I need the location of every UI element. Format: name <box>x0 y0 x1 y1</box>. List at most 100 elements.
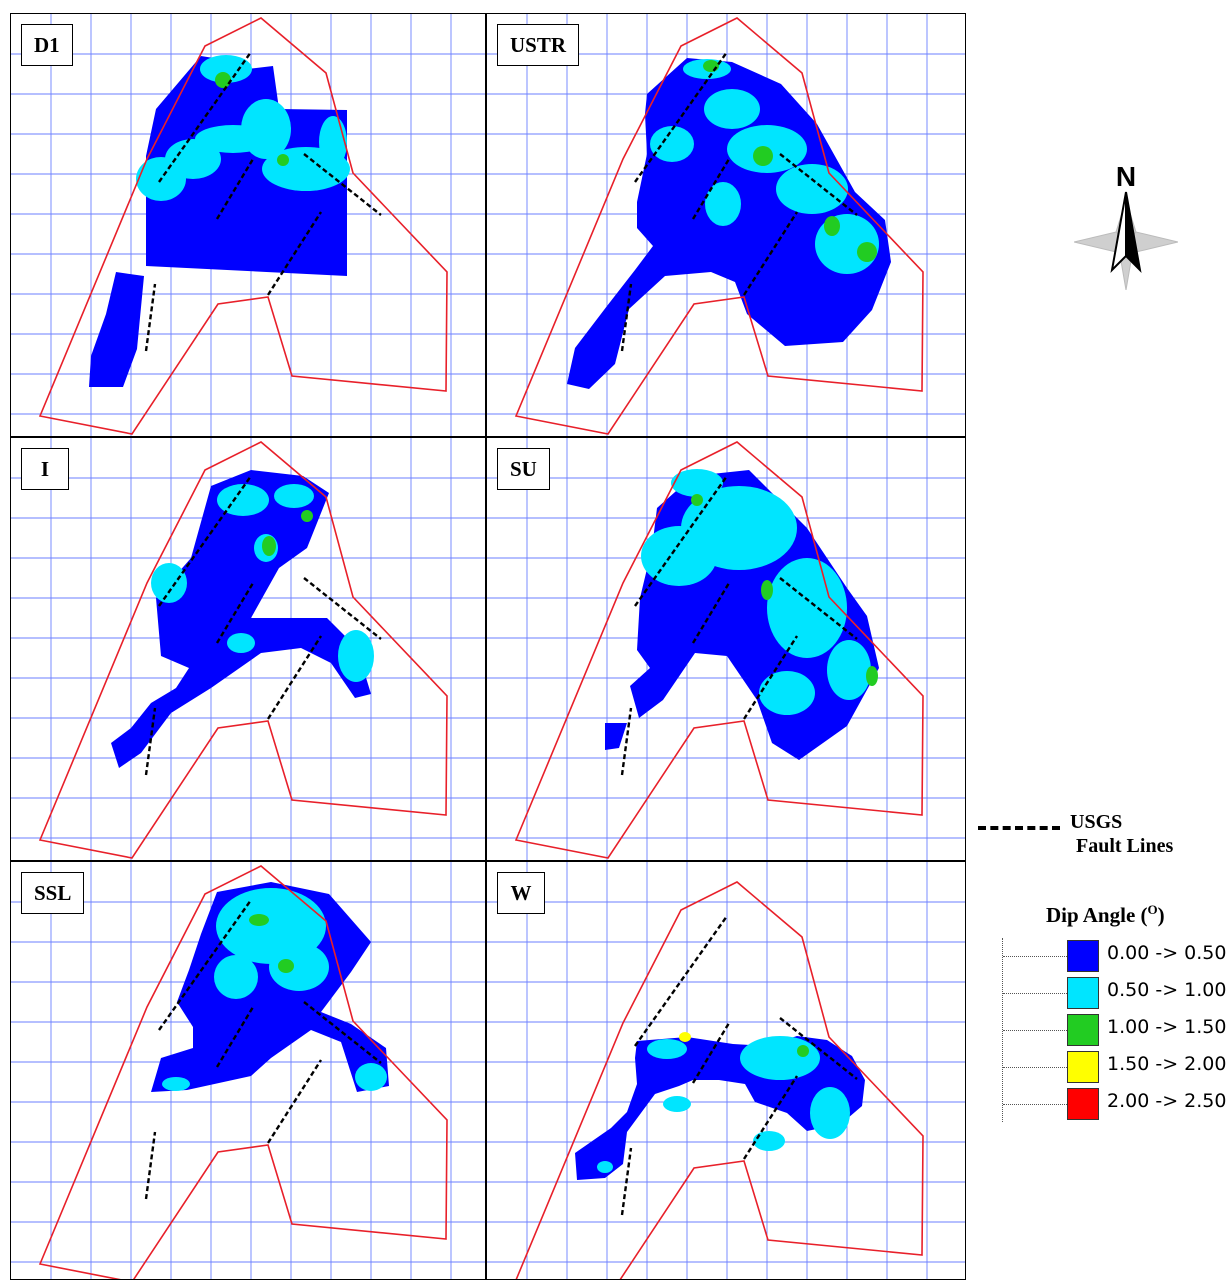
fault-line <box>215 582 255 644</box>
dip-region-dip_high <box>753 146 773 166</box>
dip-region-dip_mid <box>227 633 255 653</box>
study-area-boundary <box>38 865 448 1279</box>
fault-line <box>742 1075 799 1160</box>
dip-region-dip_mid <box>269 943 329 991</box>
legend-swatch <box>1067 977 1099 1009</box>
fault-line <box>620 283 633 352</box>
fault-line <box>779 153 858 216</box>
map-content <box>38 441 448 859</box>
legend: USGS Fault Lines Dip Angle (O) 0.00 -> 0… <box>976 810 1232 1122</box>
dip-region-dip_low <box>146 56 347 276</box>
study-area-boundary <box>514 17 924 435</box>
map-content <box>514 17 924 435</box>
dip-title-end: ) <box>1157 903 1165 927</box>
map-content <box>38 865 448 1279</box>
panel-label: USTR <box>497 24 580 66</box>
fault-line <box>266 211 323 296</box>
dip-region-dip_mid <box>162 1077 190 1091</box>
dip-region-dip_high <box>857 242 877 262</box>
legend-range: 0.50 -> 1.00 <box>1107 979 1227 1001</box>
dip-region-dip_mid <box>650 126 694 162</box>
fault-line <box>691 582 731 644</box>
legend-swatch <box>1067 940 1099 972</box>
fault-line <box>144 283 157 352</box>
panel-label: I <box>21 448 69 490</box>
north-letter: N <box>1116 161 1136 192</box>
map-panel-d1: D1 <box>10 13 486 437</box>
legend-range: 0.00 -> 0.50 <box>1107 942 1227 964</box>
study-area-boundary <box>38 17 448 435</box>
panel-label: W <box>497 872 545 914</box>
dip-region-dip_mid <box>753 1131 785 1151</box>
map-content <box>515 881 924 1279</box>
map-svg <box>487 14 965 436</box>
map-panel-w: W <box>486 861 966 1280</box>
dip-region-dip_mid <box>704 89 760 129</box>
dip-region-dip_mid <box>647 1039 687 1059</box>
fault-line <box>303 1001 382 1064</box>
dip-region-dip_high <box>278 959 294 973</box>
fault-line <box>620 1147 633 1216</box>
map-panel-ssl: SSL <box>10 861 486 1280</box>
fault-line <box>144 707 157 776</box>
fault-legend-line2: Fault Lines <box>1076 835 1174 857</box>
dip-region-dip_mid <box>776 164 848 214</box>
fault-line <box>634 475 728 607</box>
map-content <box>38 17 448 435</box>
dip-region-dip_mid <box>740 1036 820 1080</box>
legend-item: 1.00 -> 1.50 <box>1003 1012 1232 1048</box>
map-svg <box>487 438 965 860</box>
legend-swatch <box>1067 1051 1099 1083</box>
study-area-boundary <box>38 441 448 859</box>
dip-region-dip_high <box>761 580 773 600</box>
dip-region-dip_high <box>691 494 703 506</box>
fault-line <box>215 158 255 220</box>
dip-region-dip_high <box>866 666 878 686</box>
map-svg <box>11 438 485 860</box>
map-svg <box>11 14 485 436</box>
legend-item: 0.00 -> 0.50 <box>1003 938 1232 974</box>
dip-region-dip_high <box>703 60 719 72</box>
dip-legend-items: 0.00 -> 0.50 0.50 -> 1.00 1.00 -> 1.50 1… <box>1002 938 1226 1122</box>
panel-label: SU <box>497 448 550 490</box>
dip-region-dip_high <box>301 510 313 522</box>
dip-region-dip_mid <box>151 563 187 603</box>
dip-region-dip_mid <box>663 1096 691 1112</box>
legend-range: 1.00 -> 1.50 <box>1107 1016 1227 1038</box>
dip-region-dip_low <box>605 723 627 750</box>
dip-region-dip_high <box>797 1045 809 1057</box>
dip-title-unit: O <box>1147 902 1158 917</box>
dip-angle-title: Dip Angle (O) <box>1046 902 1165 928</box>
dip-region-dip_mid <box>241 99 291 159</box>
fault-line <box>158 51 252 183</box>
dip-region-dip_mid <box>355 1063 387 1091</box>
fault-line <box>620 707 633 776</box>
dip-title-text: Dip Angle ( <box>1046 903 1148 927</box>
legend-swatch <box>1067 1014 1099 1046</box>
dip-region-dip_mid <box>705 182 741 226</box>
dip-region-dip_mid <box>200 55 252 83</box>
fault-line <box>303 153 382 216</box>
fault-line <box>634 51 728 183</box>
dip-region-dip_mid <box>641 526 717 586</box>
dip-region-dip_mid <box>217 484 269 516</box>
fault-legend-line1: USGS <box>1070 811 1123 833</box>
dip-region-dip_higher <box>679 1032 691 1042</box>
fault-line <box>158 475 252 607</box>
dip-region-dip_mid <box>767 558 847 658</box>
study-area-boundary <box>514 441 924 859</box>
fault-line <box>742 211 799 296</box>
fault-line <box>266 635 323 720</box>
dip-region-dip_high <box>277 154 289 166</box>
dip-region-dip_mid <box>338 630 374 682</box>
dip-region-dip_mid <box>274 484 314 508</box>
panel-label: SSL <box>21 872 85 914</box>
fault-line <box>215 1006 255 1068</box>
dip-region-dip_high <box>249 914 269 926</box>
dip-region-dip_mid <box>214 955 258 999</box>
map-panel-su: SU <box>486 437 966 861</box>
dip-region-dip_high <box>215 72 231 88</box>
map-panel-ustr: USTR <box>486 13 966 437</box>
legend-swatch <box>1067 1088 1099 1120</box>
dip-region-dip_high <box>262 536 276 556</box>
